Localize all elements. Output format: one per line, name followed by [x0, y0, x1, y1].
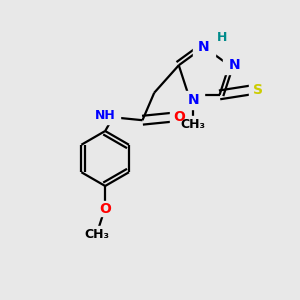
Bar — [214, 30, 229, 44]
Bar — [223, 56, 245, 74]
Text: NH: NH — [95, 109, 116, 122]
Text: O: O — [99, 202, 111, 216]
Text: H: H — [217, 31, 227, 44]
Text: N: N — [188, 93, 199, 107]
Bar — [193, 38, 215, 56]
Bar — [170, 110, 188, 125]
Bar — [182, 91, 204, 109]
Bar — [180, 116, 207, 132]
Bar — [84, 226, 111, 242]
Bar — [96, 201, 114, 216]
Text: CH₃: CH₃ — [85, 228, 110, 241]
Text: CH₃: CH₃ — [181, 118, 206, 131]
Text: N: N — [198, 40, 210, 54]
Text: N: N — [228, 58, 240, 72]
Bar — [90, 106, 120, 124]
Text: O: O — [173, 110, 185, 124]
Text: S: S — [253, 83, 263, 97]
Bar — [249, 82, 267, 98]
